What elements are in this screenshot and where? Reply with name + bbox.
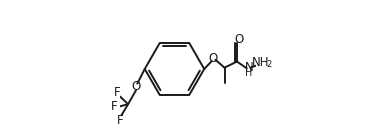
Text: H: H bbox=[246, 68, 253, 78]
Text: F: F bbox=[117, 114, 124, 127]
Text: N: N bbox=[245, 61, 253, 74]
Text: NH: NH bbox=[252, 56, 270, 69]
Text: O: O bbox=[131, 80, 141, 93]
Text: F: F bbox=[114, 86, 121, 99]
Text: O: O bbox=[209, 52, 218, 65]
Text: F: F bbox=[111, 100, 118, 113]
Text: O: O bbox=[234, 33, 244, 46]
Text: 2: 2 bbox=[266, 60, 271, 69]
